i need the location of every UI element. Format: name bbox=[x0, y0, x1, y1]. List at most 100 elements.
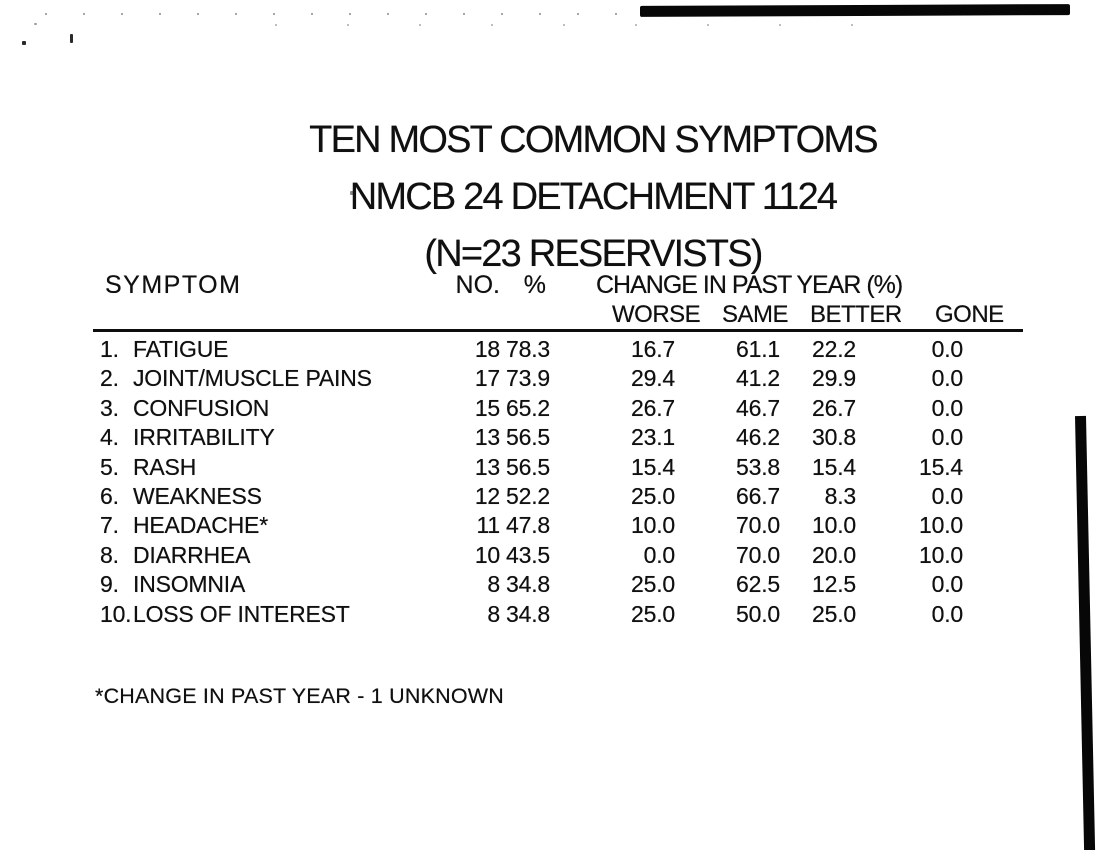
row-better: 30.8 bbox=[812, 424, 856, 451]
row-better: 22.2 bbox=[812, 336, 856, 362]
row-same: 53.8 bbox=[736, 453, 780, 480]
column-header-same: SAME bbox=[722, 301, 789, 328]
row-symptom: IRRITABILITY bbox=[133, 424, 275, 451]
row-symptom: DIARRHEA bbox=[133, 541, 251, 568]
row-gone: 0.0 bbox=[931, 336, 964, 362]
row-percent: 34.8 bbox=[506, 600, 550, 627]
row-gone: 0.0 bbox=[931, 365, 964, 392]
row-same: 70.0 bbox=[736, 541, 780, 568]
row-worse: 16.7 bbox=[631, 336, 675, 362]
scan-artifact-right-bar bbox=[1075, 415, 1096, 850]
column-header-no: NO. bbox=[455, 271, 500, 299]
row-rank: 8. bbox=[100, 541, 119, 568]
row-percent: 43.5 bbox=[506, 541, 550, 568]
column-header-symptom: SYMPTOM bbox=[105, 271, 242, 299]
scan-noise-dot bbox=[22, 41, 26, 45]
row-percent: 73.9 bbox=[506, 365, 550, 392]
table-row: 8. DIARRHEA 10 43.5 0.0 70.0 20.0 10.0 bbox=[93, 541, 1023, 570]
row-same: 46.2 bbox=[736, 424, 780, 451]
title-line-1: TEN MOST COMMON SYMPTOMS bbox=[309, 119, 878, 161]
table-row: 10. LOSS OF INTEREST 8 34.8 25.0 50.0 25… bbox=[93, 600, 1023, 629]
scan-noise-dot bbox=[34, 23, 37, 25]
row-no: 13 bbox=[474, 424, 500, 451]
row-worse: 25.0 bbox=[631, 600, 675, 627]
scan-artifact-dotted-line bbox=[275, 24, 905, 26]
row-better: 29.9 bbox=[812, 365, 856, 392]
row-gone: 10.0 bbox=[919, 512, 963, 539]
row-same: 46.7 bbox=[736, 394, 780, 421]
row-percent: 34.8 bbox=[506, 571, 550, 598]
row-symptom: INSOMNIA bbox=[133, 571, 246, 598]
row-symptom: WEAKNESS bbox=[133, 482, 262, 509]
row-same: 61.1 bbox=[736, 336, 780, 362]
row-rank: 4. bbox=[100, 424, 119, 451]
scan-artifact-top-bar bbox=[639, 4, 1071, 17]
row-no: 8 bbox=[487, 600, 500, 627]
row-rank: 1. bbox=[100, 336, 119, 362]
title-line-2: NMCB 24 DETACHMENT 1124 bbox=[349, 176, 838, 218]
row-same: 41.2 bbox=[736, 365, 780, 392]
row-gone: 15.4 bbox=[919, 453, 963, 480]
row-better: 25.0 bbox=[812, 600, 856, 627]
row-rank: 10. bbox=[100, 600, 132, 627]
column-header-change-group: CHANGE IN PAST YEAR (%) bbox=[596, 271, 903, 299]
row-no: 8 bbox=[487, 571, 500, 598]
scan-noise-dot bbox=[350, 191, 354, 195]
row-better: 15.4 bbox=[812, 453, 856, 480]
row-same: 70.0 bbox=[736, 512, 780, 539]
row-no: 13 bbox=[474, 453, 500, 480]
row-worse: 15.4 bbox=[631, 453, 675, 480]
column-header-worse: WORSE bbox=[612, 301, 701, 328]
row-rank: 3. bbox=[100, 394, 119, 421]
row-gone: 0.0 bbox=[931, 571, 964, 598]
row-gone: 0.0 bbox=[931, 600, 964, 627]
row-better: 20.0 bbox=[812, 541, 856, 568]
row-worse: 26.7 bbox=[631, 394, 675, 421]
row-better: 12.5 bbox=[812, 571, 856, 598]
row-percent: 78.3 bbox=[506, 336, 550, 362]
row-rank: 9. bbox=[100, 571, 119, 598]
table-row: 2. JOINT/MUSCLE PAINS 17 73.9 29.4 41.2 … bbox=[93, 364, 1023, 393]
row-symptom: FATIGUE bbox=[133, 336, 229, 362]
row-rank: 2. bbox=[100, 365, 119, 392]
row-same: 50.0 bbox=[736, 600, 780, 627]
row-worse: 0.0 bbox=[643, 541, 676, 568]
row-worse: 23.1 bbox=[631, 424, 675, 451]
row-better: 10.0 bbox=[812, 512, 856, 539]
table-row: 9. INSOMNIA 8 34.8 25.0 62.5 12.5 0.0 bbox=[93, 570, 1023, 599]
row-rank: 7. bbox=[100, 512, 119, 539]
footnote: *CHANGE IN PAST YEAR - 1 UNKNOWN bbox=[95, 684, 504, 708]
row-no: 15 bbox=[474, 394, 500, 421]
table-header-row-2: WORSE SAME BETTER GONE bbox=[93, 299, 1023, 332]
table-row: 3. CONFUSION 15 65.2 26.7 46.7 26.7 0.0 bbox=[93, 394, 1023, 423]
row-percent: 47.8 bbox=[506, 512, 550, 539]
row-gone: 0.0 bbox=[931, 394, 964, 421]
row-percent: 65.2 bbox=[506, 394, 550, 421]
row-symptom: JOINT/MUSCLE PAINS bbox=[133, 365, 372, 392]
row-rank: 6. bbox=[100, 482, 119, 509]
row-no: 18 bbox=[474, 336, 500, 362]
column-header-gone: GONE bbox=[935, 301, 1004, 328]
row-worse: 29.4 bbox=[631, 365, 675, 392]
row-same: 66.7 bbox=[736, 482, 780, 509]
row-percent: 56.5 bbox=[506, 453, 550, 480]
symptoms-table: SYMPTOM NO. % CHANGE IN PAST YEAR (%) WO… bbox=[93, 272, 1023, 629]
row-no: 10 bbox=[474, 541, 500, 568]
row-percent: 56.5 bbox=[506, 424, 550, 451]
row-better: 26.7 bbox=[812, 394, 856, 421]
row-worse: 25.0 bbox=[631, 482, 675, 509]
row-no: 12 bbox=[474, 482, 500, 509]
table-row: 4. IRRITABILITY 13 56.5 23.1 46.2 30.8 0… bbox=[93, 423, 1023, 452]
row-no: 11 bbox=[476, 512, 501, 539]
row-symptom: HEADACHE* bbox=[133, 512, 268, 539]
scan-artifact-dotted-line bbox=[45, 13, 630, 15]
row-symptom: LOSS OF INTEREST bbox=[133, 600, 350, 627]
row-symptom: CONFUSION bbox=[133, 394, 270, 421]
row-better: 8.3 bbox=[824, 482, 857, 509]
column-header-percent: % bbox=[523, 271, 546, 299]
table-row: 1. FATIGUE 18 78.3 16.7 61.1 22.2 0.0 bbox=[93, 335, 1023, 364]
table-body: 1. FATIGUE 18 78.3 16.7 61.1 22.2 0.0 2.… bbox=[93, 335, 1023, 629]
row-symptom: RASH bbox=[133, 453, 197, 480]
table-header-row-1: SYMPTOM NO. % CHANGE IN PAST YEAR (%) bbox=[93, 272, 1023, 299]
